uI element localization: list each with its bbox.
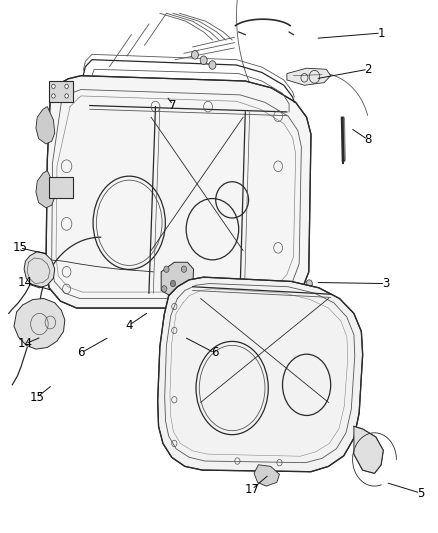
Text: 17: 17 — [244, 483, 259, 496]
Circle shape — [162, 286, 167, 292]
Polygon shape — [161, 262, 194, 297]
Polygon shape — [24, 252, 55, 288]
Text: 15: 15 — [12, 241, 27, 254]
Text: 6: 6 — [211, 346, 219, 359]
Text: 2: 2 — [364, 63, 372, 76]
Circle shape — [209, 61, 216, 69]
Polygon shape — [287, 68, 331, 85]
Text: 15: 15 — [30, 391, 45, 403]
Circle shape — [188, 282, 193, 288]
Text: 3: 3 — [382, 277, 389, 290]
Polygon shape — [354, 426, 383, 473]
Text: 5: 5 — [417, 487, 424, 499]
Text: 14: 14 — [18, 276, 33, 289]
Text: 1: 1 — [377, 27, 385, 39]
Circle shape — [191, 51, 198, 59]
Circle shape — [52, 94, 55, 98]
Circle shape — [164, 266, 169, 272]
Text: 6: 6 — [77, 346, 85, 359]
Circle shape — [65, 84, 68, 88]
Circle shape — [181, 266, 187, 272]
Text: 7: 7 — [169, 99, 177, 111]
Circle shape — [200, 56, 207, 64]
Circle shape — [170, 280, 176, 287]
Circle shape — [52, 84, 55, 88]
Polygon shape — [36, 171, 55, 208]
Polygon shape — [14, 298, 65, 349]
Circle shape — [269, 280, 274, 287]
Text: 4: 4 — [125, 319, 133, 332]
Polygon shape — [36, 107, 55, 144]
Polygon shape — [158, 277, 363, 472]
FancyBboxPatch shape — [49, 177, 73, 198]
Text: 8: 8 — [364, 133, 371, 146]
Circle shape — [65, 94, 68, 98]
Polygon shape — [254, 465, 279, 486]
Text: 14: 14 — [18, 337, 33, 350]
Circle shape — [240, 282, 246, 288]
Polygon shape — [46, 76, 311, 308]
FancyBboxPatch shape — [49, 81, 73, 102]
Circle shape — [306, 280, 312, 287]
